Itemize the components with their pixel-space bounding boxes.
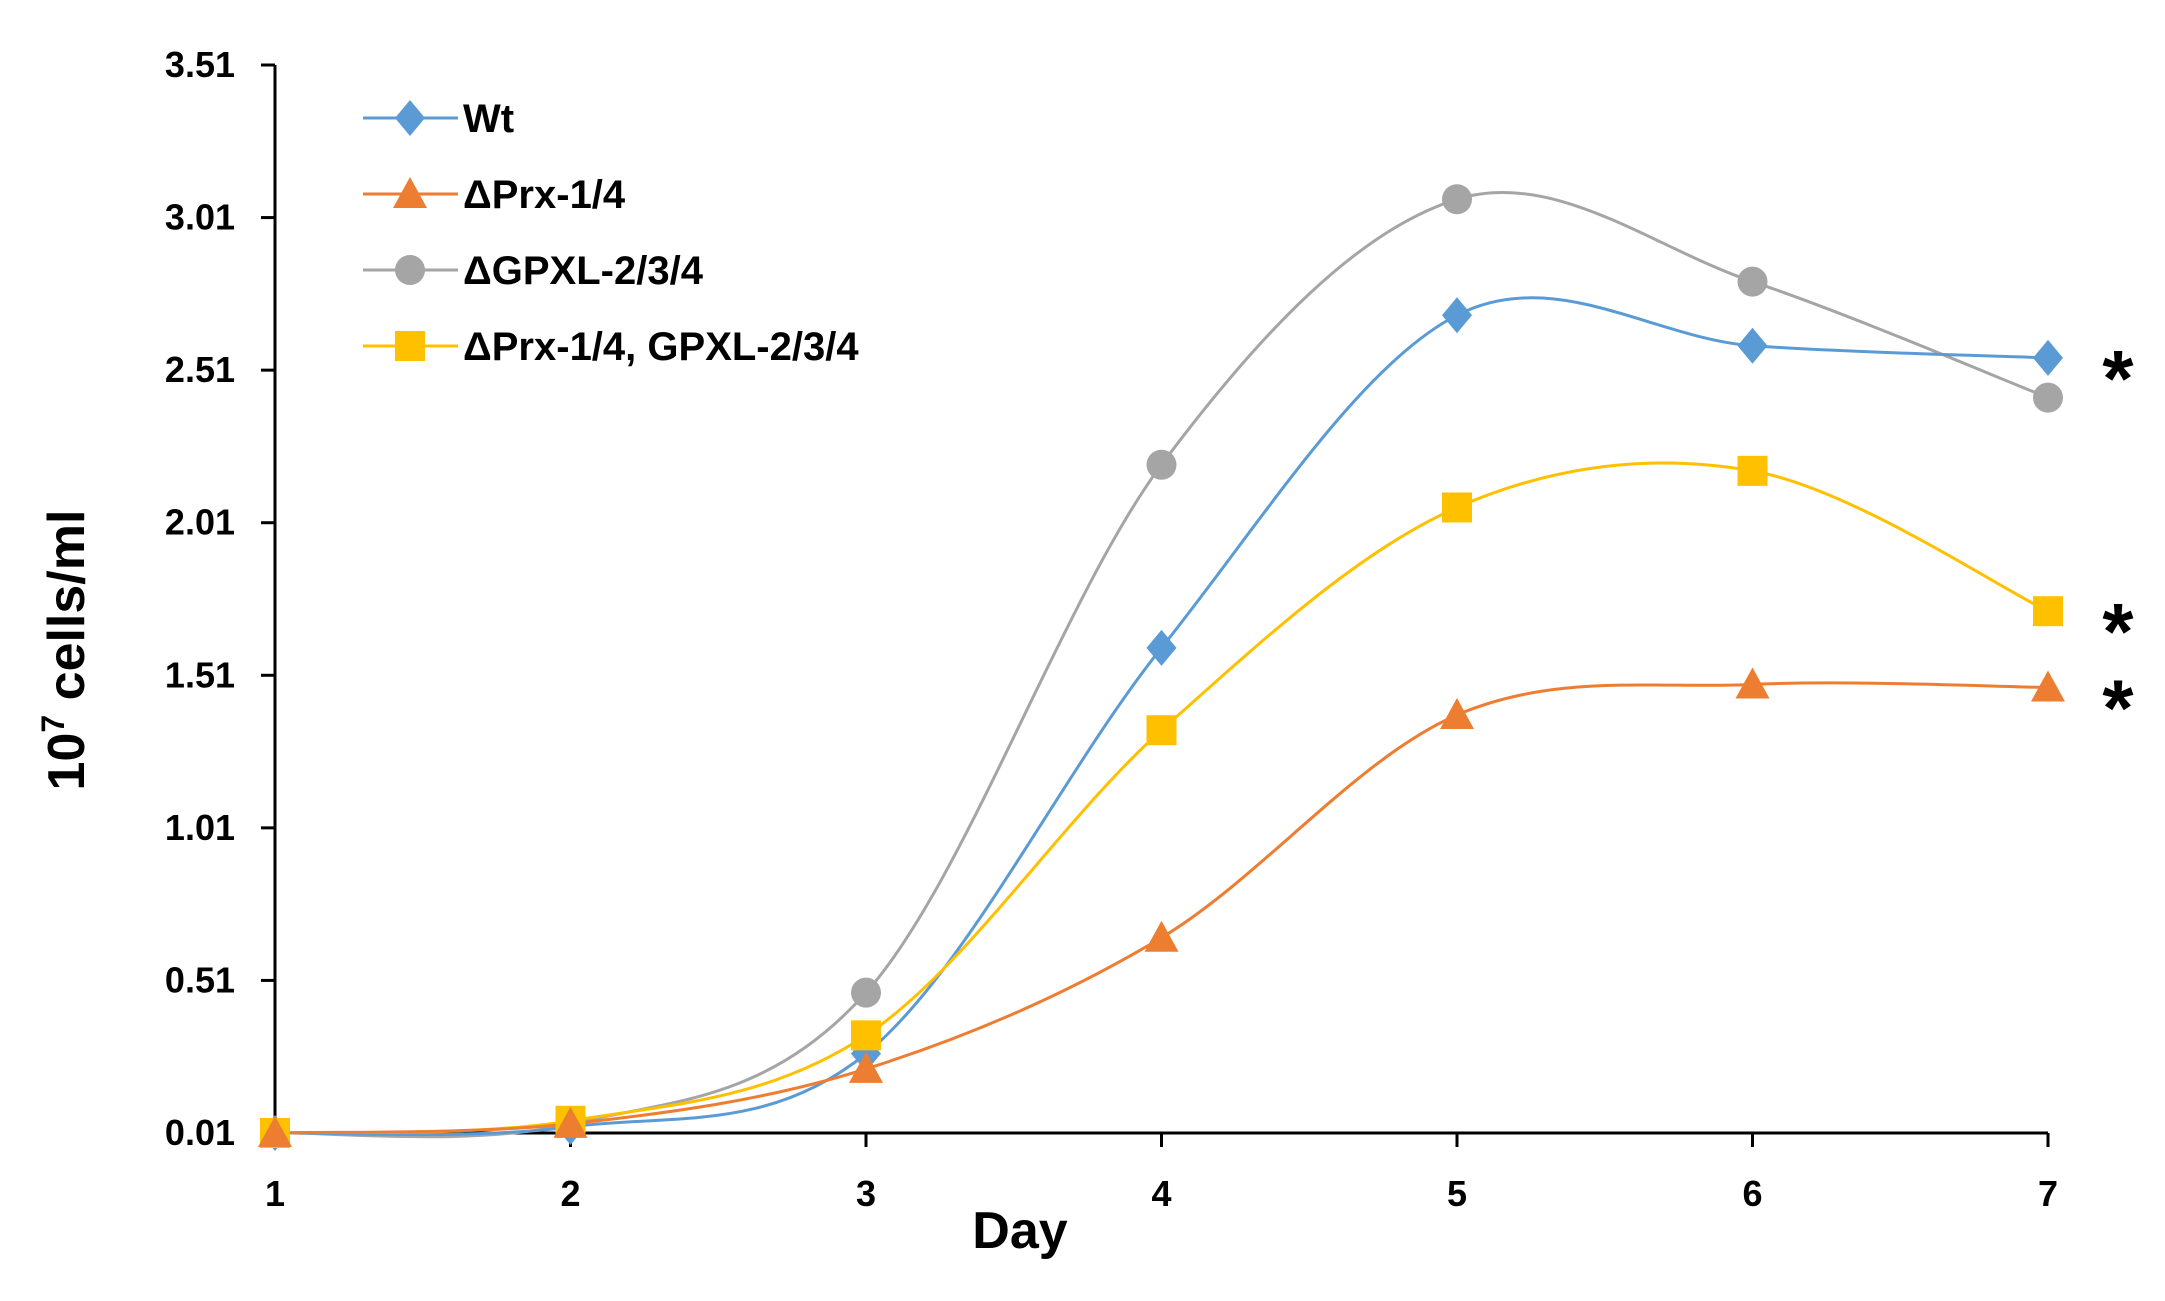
data-point-diamond <box>1442 297 1472 334</box>
x-tick-label: 2 <box>560 1173 580 1214</box>
y-tick-label: 2.01 <box>165 502 235 543</box>
data-point-square <box>1146 715 1177 746</box>
data-point-square <box>2033 596 2063 627</box>
legend-label: ΔGPXL-2/3/4 <box>463 249 704 293</box>
significance-asterisk: * <box>2102 334 2134 423</box>
series-line-circle <box>274 190 2049 1139</box>
y-axis-title: 107 cells/ml <box>35 510 96 791</box>
x-tick-label: 3 <box>856 1173 876 1214</box>
significance-asterisk: * <box>2102 587 2134 676</box>
legend-item: Wt <box>363 97 514 141</box>
data-point-square <box>851 1020 881 1051</box>
y-tick-label: 1.01 <box>165 807 235 848</box>
legend-item: ΔGPXL-2/3/4 <box>363 249 704 293</box>
data-point-square <box>1442 492 1472 523</box>
x-tick-label: 4 <box>1151 1173 1171 1214</box>
data-point-triangle <box>258 1116 292 1147</box>
data-point-square <box>1737 455 1768 486</box>
data-point-diamond <box>1146 629 1177 666</box>
series-line-square <box>274 461 2049 1135</box>
legend-item: ΔPrx-1/4 <box>363 173 626 217</box>
data-point-diamond <box>2033 339 2063 376</box>
data-point-circle <box>1442 184 1472 215</box>
x-axis-ticks: 1 2 3 4 5 6 7 <box>265 1133 2058 1214</box>
series-line-triangle <box>274 681 2049 1135</box>
y-tick-label: 1.51 <box>165 654 235 695</box>
data-point-circle <box>1737 266 1768 297</box>
series-markers <box>258 184 2065 1151</box>
x-tick-label: 1 <box>265 1173 285 1214</box>
legend-marker-diamond <box>395 100 425 136</box>
legend-marker-circle <box>395 255 425 285</box>
legend-label: ΔPrx-1/4, GPXL-2/3/4 <box>463 325 859 369</box>
y-tick-label: 0.01 <box>165 1112 235 1153</box>
data-point-circle <box>1146 449 1177 480</box>
legend: Wt ΔPrx-1/4 ΔGPXL-2/3/4 ΔPrx-1/4, GPXL-2/3/… <box>363 97 859 369</box>
significance-asterisk: * <box>2102 663 2134 752</box>
y-tick-label: 0.51 <box>165 959 235 1000</box>
data-point-triangle <box>2031 670 2065 702</box>
data-point-triangle <box>1144 920 1179 952</box>
data-point-triangle <box>1735 667 1770 699</box>
y-tick-label: 3.51 <box>165 44 235 85</box>
data-point-triangle <box>553 1106 588 1138</box>
y-tick-label: 2.51 <box>165 349 235 390</box>
data-point-triangle <box>849 1051 883 1083</box>
legend-label: Wt <box>463 97 514 141</box>
x-tick-label: 7 <box>2038 1173 2058 1214</box>
legend-marker-triangle <box>393 177 427 208</box>
data-point-circle <box>851 977 881 1008</box>
y-axis-ticks: 0.01 0.51 1.01 1.51 2.01 2.51 3.01 3.51 <box>165 44 275 1153</box>
x-axis-title: Day <box>972 1202 1067 1260</box>
data-point-circle <box>2033 382 2063 413</box>
y-tick-label: 3.01 <box>165 197 235 238</box>
legend-item: ΔPrx-1/4, GPXL-2/3/4 <box>363 325 859 369</box>
x-tick-label: 5 <box>1447 1173 1467 1214</box>
legend-label: ΔPrx-1/4 <box>463 173 626 217</box>
legend-marker-square <box>395 331 425 361</box>
data-point-diamond <box>1737 327 1768 364</box>
significance-annotations: *** <box>2102 334 2134 753</box>
x-tick-label: 6 <box>1742 1173 1762 1214</box>
data-point-triangle <box>1440 697 1474 729</box>
